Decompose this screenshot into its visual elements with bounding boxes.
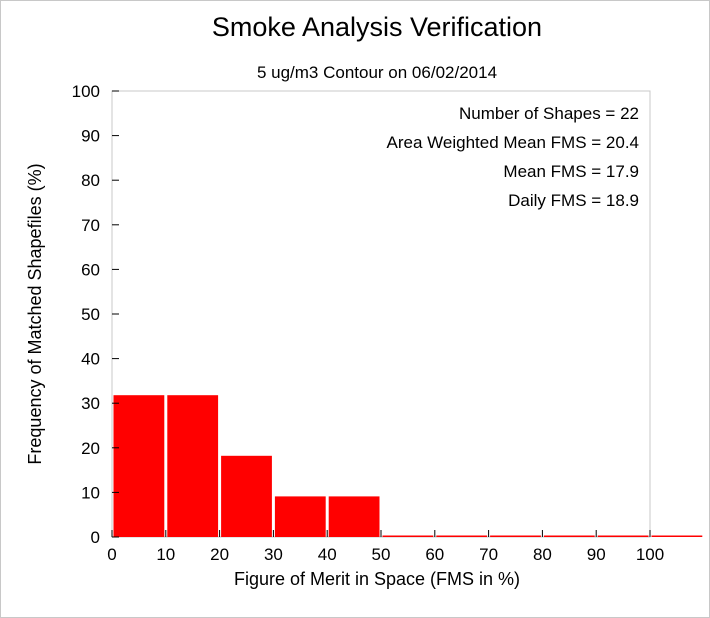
histogram-bar-20 xyxy=(221,455,272,537)
y-tick-label-0: 0 xyxy=(91,528,100,547)
x-axis-label: Figure of Merit in Space (FMS in %) xyxy=(234,569,520,589)
histogram-bar-30 xyxy=(274,496,326,537)
chart-title: Smoke Analysis Verification xyxy=(212,12,542,42)
chart-subtitle: 5 ug/m3 Contour on 06/02/2014 xyxy=(257,63,497,82)
stat-annotation-4: Daily FMS = 18.9 xyxy=(508,191,639,210)
histogram-bar-50 xyxy=(382,535,434,537)
y-tick-label-30: 30 xyxy=(81,394,100,413)
y-tick-label-50: 50 xyxy=(81,305,100,324)
x-tick-label-20: 20 xyxy=(210,545,229,564)
stat-annotation-1: Number of Shapes = 22 xyxy=(459,104,639,123)
histogram-bar-10 xyxy=(167,395,219,537)
histogram-bar-0 xyxy=(113,395,165,537)
x-tick-label-0: 0 xyxy=(107,545,116,564)
y-tick-label-90: 90 xyxy=(81,127,100,146)
stat-annotation-3: Mean FMS = 17.9 xyxy=(503,162,639,181)
y-tick-label-40: 40 xyxy=(81,350,100,369)
y-tick-label-70: 70 xyxy=(81,216,100,235)
x-tick-label-80: 80 xyxy=(533,545,552,564)
y-tick-label-100: 100 xyxy=(72,82,100,101)
x-tick-label-10: 10 xyxy=(156,545,175,564)
histogram-bar-90 xyxy=(597,535,649,537)
histogram-bar-60 xyxy=(436,535,488,537)
x-tick-label-90: 90 xyxy=(587,545,606,564)
y-tick-label-10: 10 xyxy=(81,483,100,502)
x-tick-label-50: 50 xyxy=(372,545,391,564)
histogram-bar-80 xyxy=(543,535,595,537)
x-axis-ticks: 0 10 20 30 40 50 60 70 80 90 100 xyxy=(107,530,664,564)
bars-group xyxy=(113,395,703,537)
y-axis-label: Frequency of Matched Shapefiles (%) xyxy=(25,163,45,464)
x-tick-label-30: 30 xyxy=(264,545,283,564)
stat-annotation-2: Area Weighted Mean FMS = 20.4 xyxy=(387,133,639,152)
histogram-bar-100 xyxy=(651,535,703,537)
x-tick-label-60: 60 xyxy=(425,545,444,564)
y-tick-label-60: 60 xyxy=(81,260,100,279)
histogram-bar-40 xyxy=(328,496,380,537)
x-tick-label-40: 40 xyxy=(318,545,337,564)
y-tick-label-80: 80 xyxy=(81,171,100,190)
histogram-bar-70 xyxy=(490,535,541,537)
stats-annotations: Number of Shapes = 22 Area Weighted Mean … xyxy=(387,104,639,210)
y-tick-label-20: 20 xyxy=(81,439,100,458)
x-tick-label-100: 100 xyxy=(636,545,664,564)
y-axis-ticks: 0 10 20 30 40 50 60 70 80 90 100 xyxy=(72,82,119,547)
x-tick-label-70: 70 xyxy=(479,545,498,564)
